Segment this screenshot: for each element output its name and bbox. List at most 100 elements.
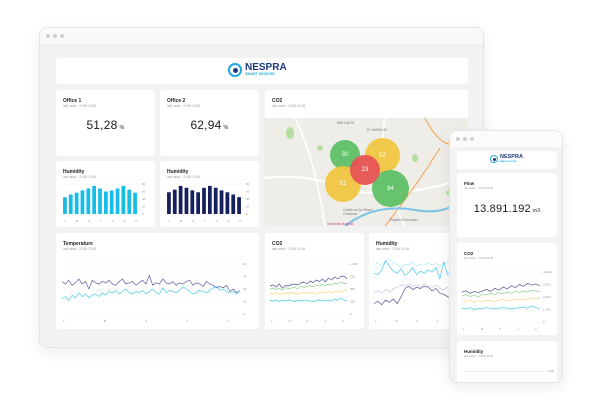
co2-map[interactable]: BRILLANTE EL NARANJO Córdoba Castillo de… xyxy=(265,117,468,226)
card-subtitle: last value · 21/09 10:26 xyxy=(167,175,201,179)
svg-text:3.000: 3.000 xyxy=(543,283,551,287)
logo-name: NESPRA xyxy=(245,62,287,74)
nespra-logo: NESPRA SMART DEVICES xyxy=(228,63,287,77)
svg-text:V: V xyxy=(535,327,537,331)
svg-text:2.000: 2.000 xyxy=(543,295,551,299)
mobile-browser-window: NESPRA SMART DEVICES Flow last value · 2… xyxy=(449,130,563,383)
svg-text:0: 0 xyxy=(246,212,248,216)
logo-tagline: SMART DEVICES xyxy=(245,72,275,77)
card-subtitle: last value · 21/09 10:26 xyxy=(272,247,306,251)
card-title: Humidity xyxy=(376,241,398,247)
card-title: Humidity xyxy=(63,169,85,175)
flow-value: 13.891.192 m3 xyxy=(473,203,541,215)
window-maximize-dot[interactable] xyxy=(60,34,64,38)
card-subtitle: last value · 21/09 10:26 xyxy=(464,186,494,190)
svg-text:L: L xyxy=(463,327,465,331)
card-title: CO2 xyxy=(272,98,283,104)
svg-text:0: 0 xyxy=(142,212,144,216)
temperature-card[interactable]: Temperature last value · 21/09 10:26 40 3… xyxy=(56,233,259,329)
card-title: Flow xyxy=(464,181,475,186)
svg-text:20: 20 xyxy=(142,205,146,209)
map-label: University Hospital xyxy=(327,222,354,226)
card-subtitle: last value · 21/09 10:26 xyxy=(63,175,97,179)
y-tick: 1.000 xyxy=(547,369,554,373)
svg-text:D: D xyxy=(135,219,138,223)
card-subtitle: last value · 21/09 10:26 xyxy=(272,104,306,108)
svg-text:30: 30 xyxy=(243,275,247,279)
svg-text:250: 250 xyxy=(350,300,355,304)
office2-card[interactable]: Office 2 last value · 21/09 10:26 62,94% xyxy=(160,90,259,156)
svg-text:L: L xyxy=(168,219,170,223)
svg-text:0: 0 xyxy=(243,312,245,316)
svg-text:M: M xyxy=(481,327,484,331)
flow-card[interactable]: Flow last value · 21/09 10:26 13.891.192… xyxy=(457,173,557,237)
window-minimize-dot[interactable] xyxy=(463,137,467,141)
svg-text:80: 80 xyxy=(246,183,250,186)
svg-text:M: M xyxy=(104,319,107,323)
card-subtitle: last value · 21/09 10:26 xyxy=(464,256,494,260)
co2-line-card[interactable]: CO2 last value · 21/09 10:26 1.000 750 500… xyxy=(265,233,364,329)
humidity2-bar-chart: 80 60 40 20 0 L M X J V S D xyxy=(166,183,250,223)
svg-text:20: 20 xyxy=(246,205,250,209)
svg-text:X: X xyxy=(416,319,418,323)
svg-text:M: M xyxy=(76,219,79,223)
svg-text:0: 0 xyxy=(543,320,545,324)
svg-text:60: 60 xyxy=(246,190,250,194)
dashboard-header: NESPRA SMART DEVICES xyxy=(56,58,468,84)
svg-text:M: M xyxy=(180,219,183,223)
map-label: Estadio El Arcángel xyxy=(390,218,418,222)
mobile-co2-card[interactable]: CO2 last value · 21/09 10:26 4.000k 3.000… xyxy=(457,243,557,335)
svg-text:40: 40 xyxy=(142,197,146,201)
card-subtitle: last value · 21/09 10:26 xyxy=(63,104,97,108)
card-title: CO2 xyxy=(464,251,474,256)
svg-text:40: 40 xyxy=(243,263,247,266)
svg-text:S: S xyxy=(227,219,229,223)
mobile-co2-line-chart: 4.000k 3.000 2.000 1.000 0 L M X J V xyxy=(462,271,553,331)
svg-text:20: 20 xyxy=(243,287,247,291)
svg-text:D: D xyxy=(239,219,242,223)
card-subtitle: last value · 21/09 10:26 xyxy=(376,247,410,251)
temperature-line-chart: 40 30 20 10 0 L M X J V xyxy=(62,263,247,323)
card-title: Temperature xyxy=(63,241,93,247)
map-label: Castillo de los Reyes Cristianos xyxy=(343,208,373,216)
svg-text:60: 60 xyxy=(142,190,146,194)
svg-text:X: X xyxy=(499,327,501,331)
office1-card[interactable]: Office 1 last value · 21/09 10:26 51,28% xyxy=(56,90,155,156)
svg-text:500: 500 xyxy=(350,287,355,291)
svg-text:80: 80 xyxy=(142,183,146,186)
office2-value: 62,94% xyxy=(190,118,229,132)
svg-text:X: X xyxy=(88,219,90,223)
svg-text:V: V xyxy=(216,219,218,223)
card-title: Humidity xyxy=(464,349,484,354)
svg-text:M: M xyxy=(395,319,398,323)
mobile-titlebar xyxy=(450,131,562,147)
card-subtitle: last value · 21/09 10:26 xyxy=(63,247,97,251)
card-subtitle: last value · 21/09 10:26 xyxy=(167,104,201,108)
window-maximize-dot[interactable] xyxy=(470,137,474,141)
desktop-titlebar xyxy=(40,28,483,45)
logo-eye-icon xyxy=(490,155,498,163)
office1-value: 51,28% xyxy=(86,118,125,132)
window-close-dot[interactable] xyxy=(46,34,50,38)
map-cluster-marker[interactable]: 23 xyxy=(350,155,380,185)
mobile-humidity-card[interactable]: Humidity last value · 21/09 10:26 1.000 xyxy=(457,341,557,382)
logo-tagline: SMART DEVICES xyxy=(500,160,517,163)
svg-text:10: 10 xyxy=(243,300,247,304)
svg-text:V: V xyxy=(112,219,114,223)
gridline xyxy=(464,371,543,372)
card-title: Office 1 xyxy=(63,98,82,104)
map-label: EL NARANJO xyxy=(367,128,387,132)
svg-text:0: 0 xyxy=(350,312,352,316)
logo-eye-icon xyxy=(228,63,242,77)
svg-text:V: V xyxy=(227,319,229,323)
humidity1-card[interactable]: Humidity last value · 21/09 10:26 80 60 40… xyxy=(56,161,155,227)
svg-text:1.000: 1.000 xyxy=(350,263,358,266)
nespra-logo: NESPRA SMART DEVICES xyxy=(490,155,523,163)
window-minimize-dot[interactable] xyxy=(53,34,57,38)
co2-map-card[interactable]: CO2 last value · 21/09 10:26 BRILLANTE E… xyxy=(265,90,468,226)
desktop-browser-window: NESPRA SMART DEVICES Office 1 last value… xyxy=(39,27,484,348)
svg-text:40: 40 xyxy=(246,197,250,201)
card-subtitle: last value · 21/09 10:26 xyxy=(464,354,494,358)
window-close-dot[interactable] xyxy=(456,137,460,141)
humidity2-card[interactable]: Humidity last value · 21/09 10:26 80 60 40… xyxy=(160,161,259,227)
